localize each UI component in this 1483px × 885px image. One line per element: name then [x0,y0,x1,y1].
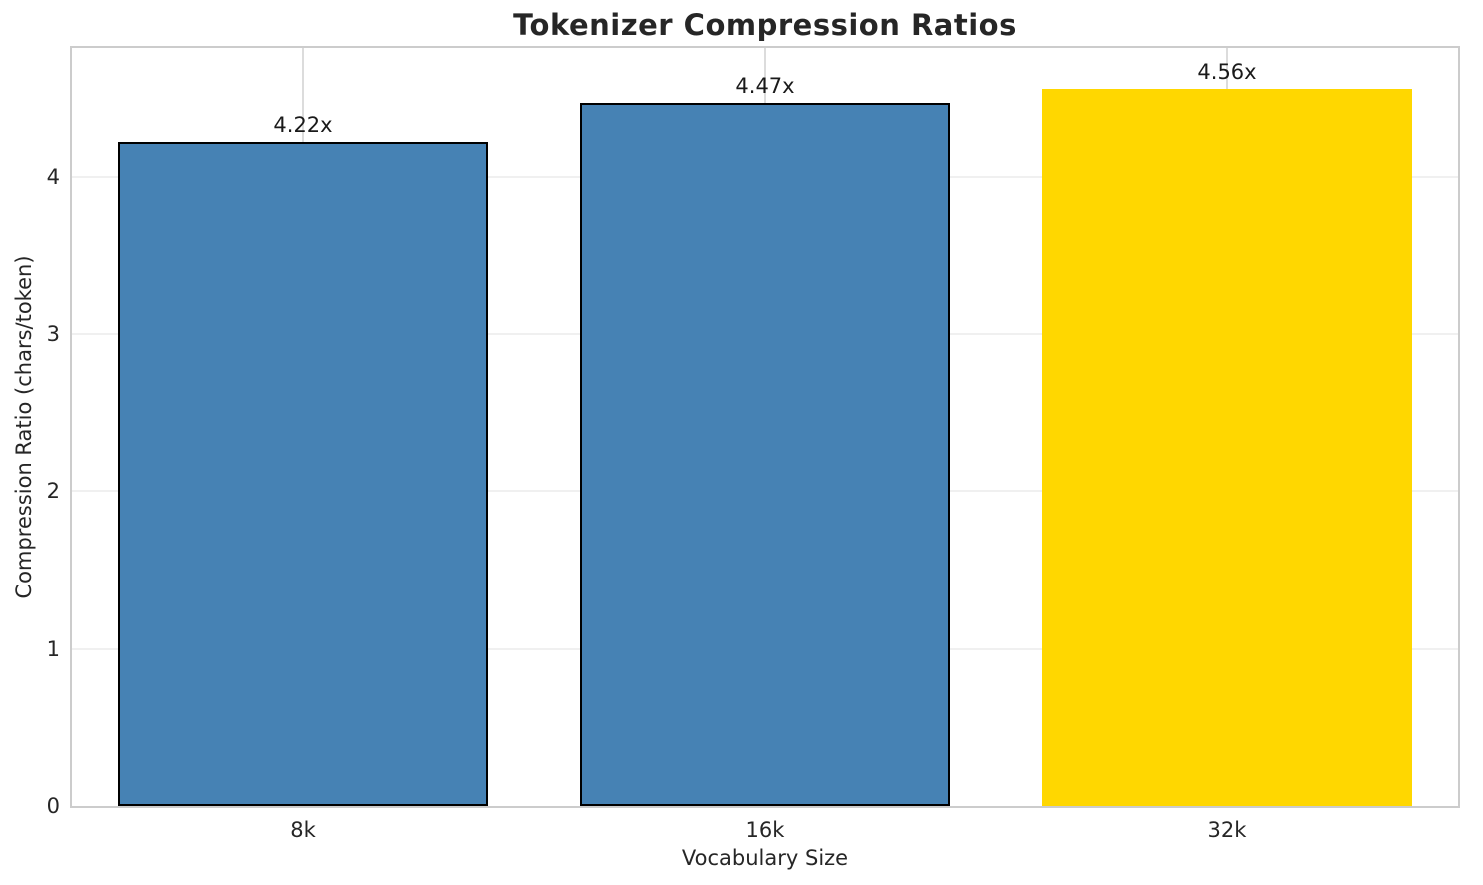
y-tick-label: 1 [46,636,60,661]
plot-area: 4.22x 4.47x 4.56x [70,46,1460,808]
y-tick-label: 3 [46,322,60,347]
x-tick-label: 32k [1207,818,1247,842]
bar-value-label: 4.56x [1197,59,1257,84]
x-tick-label: 8k [290,818,316,842]
y-axis-label: Compression Ratio (chars/token) [12,255,36,599]
y-tick-label: 4 [46,164,60,189]
bar-32k [1042,88,1412,806]
x-axis-label: Vocabulary Size [681,846,849,870]
x-tick-label: 16k [745,818,785,842]
y-tick-label: 2 [46,479,60,504]
bar-value-label: 4.47x [735,74,795,99]
bar-value-label: 4.22x [273,113,333,138]
y-tick-label: 0 [46,794,60,818]
chart-title: Tokenizer Compression Ratios [513,8,1017,42]
bar-16k [580,103,950,806]
bar-8k [118,142,488,806]
